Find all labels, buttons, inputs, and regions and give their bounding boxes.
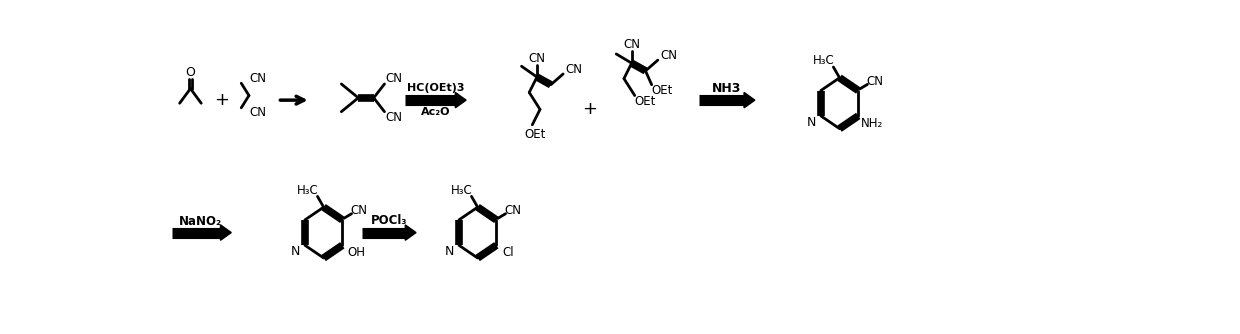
Polygon shape [744,93,755,108]
Text: HC(OEt)3: HC(OEt)3 [407,83,464,93]
Text: NH₂: NH₂ [861,117,883,130]
Text: CN: CN [386,111,402,124]
Text: CN: CN [351,204,368,217]
Text: +: + [213,91,228,109]
Text: OEt: OEt [635,95,656,108]
Text: H₃C: H₃C [298,184,319,197]
Text: POCl₃: POCl₃ [371,214,408,227]
Text: H₃C: H₃C [813,54,835,67]
Text: H₂O: H₂O [188,228,213,241]
Text: CN: CN [528,52,546,65]
Text: CN: CN [249,72,267,85]
Text: Ac₂O: Ac₂O [420,107,450,117]
Polygon shape [221,225,231,240]
Text: CN: CN [249,106,267,119]
Text: OEt: OEt [652,85,673,98]
Text: +: + [582,101,596,118]
Text: CN: CN [386,72,402,85]
Text: H₃C: H₃C [451,184,474,197]
Text: CN: CN [505,204,522,217]
Text: O: O [186,66,196,79]
Text: NH3: NH3 [712,82,742,95]
Text: Cl: Cl [503,246,515,260]
Text: N: N [291,245,300,258]
Text: CN: CN [867,75,884,88]
Text: OH: OH [347,246,366,260]
Text: CN: CN [660,49,677,62]
Polygon shape [405,225,417,240]
Text: NaNO₂: NaNO₂ [179,214,222,227]
Text: N: N [445,245,454,258]
Polygon shape [455,93,466,108]
Text: CN: CN [624,38,640,51]
Text: OEt: OEt [525,128,546,141]
Text: N: N [807,116,816,129]
Text: CN: CN [565,63,583,76]
